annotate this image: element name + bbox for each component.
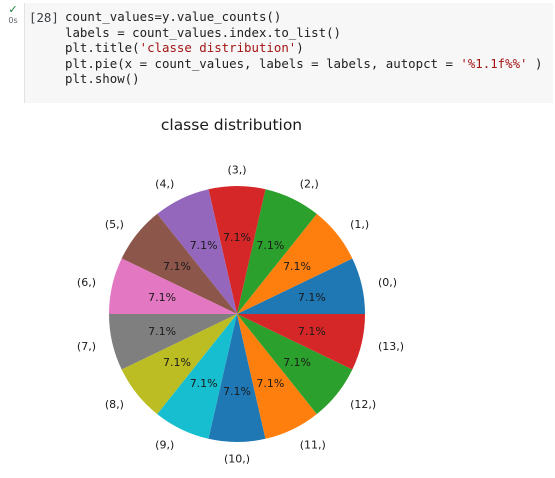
- code-token: count_values=y.value_counts(): [65, 9, 281, 24]
- pie-category-label: (6,): [77, 276, 96, 289]
- execution-count: [28]: [29, 10, 59, 25]
- pie-category-label: (2,): [300, 178, 319, 191]
- code-cell[interactable]: [28] count_values=y.value_counts() labels…: [24, 3, 553, 103]
- pie-category-label: (1,): [350, 218, 369, 231]
- pie-category-label: (12,): [350, 398, 376, 411]
- pie-percent-label: 7.1%: [190, 377, 218, 390]
- pie-percent-label: 7.1%: [190, 239, 218, 252]
- pie-percent-label: 7.1%: [283, 260, 311, 273]
- pie-percent-label: 7.1%: [298, 325, 326, 338]
- run-status[interactable]: ✓ 0s: [5, 4, 21, 25]
- code-editor[interactable]: count_values=y.value_counts() labels = co…: [65, 9, 542, 87]
- pie-percent-label: 7.1%: [223, 231, 251, 244]
- code-line: plt.pie(x = count_values, labels = label…: [65, 56, 542, 72]
- pie-percent-label: 7.1%: [223, 385, 251, 398]
- check-icon: ✓: [5, 4, 21, 16]
- code-string-token: '%1.1f%%': [460, 56, 527, 71]
- code-token: ): [296, 40, 303, 55]
- pie-percent-label: 7.1%: [298, 291, 326, 304]
- pie-category-label: (4,): [155, 178, 174, 191]
- pie-percent-label: 7.1%: [148, 325, 176, 338]
- code-token: plt.show(): [65, 71, 140, 86]
- cell-gutter: ✓ 0s: [0, 0, 24, 478]
- pie-percent-label: 7.1%: [163, 260, 191, 273]
- pie-category-label: (13,): [378, 340, 404, 353]
- code-token: labels = count_values.index.to_list(): [65, 25, 341, 40]
- pie-category-label: (8,): [105, 398, 124, 411]
- pie-category-label: (9,): [155, 438, 174, 451]
- code-line: labels = count_values.index.to_list(): [65, 25, 542, 41]
- output-scrollbar[interactable]: [548, 110, 552, 474]
- code-line: count_values=y.value_counts(): [65, 9, 542, 25]
- code-line: plt.show(): [65, 71, 542, 87]
- pie-category-label: (5,): [105, 218, 124, 231]
- pie-chart: 7.1% (0,) 7.1% (1,) 7.1% (2,) 7.1% (3,) 7.1% (4,)…: [24, 110, 552, 474]
- pie-percent-label: 7.1%: [163, 356, 191, 369]
- pie-category-label: (3,): [227, 163, 246, 176]
- pie-percent-label: 7.1%: [256, 239, 284, 252]
- pie-percent-label: 7.1%: [148, 291, 176, 304]
- pie-category-label: (11,): [300, 438, 326, 451]
- code-token: plt.pie(x = count_values, labels = label…: [65, 56, 460, 71]
- pie-category-label: (10,): [224, 453, 250, 466]
- code-token: ): [528, 56, 543, 71]
- pie-percent-label: 7.1%: [283, 356, 311, 369]
- code-line: plt.title('classe distribution'): [65, 40, 542, 56]
- pie-percent-label: 7.1%: [256, 377, 284, 390]
- pie-category-label: (0,): [378, 276, 397, 289]
- code-token: plt.title(: [65, 40, 140, 55]
- cell-output: classe distribution 7.1% (0,) 7.1% (1,) 7.1%…: [24, 110, 552, 474]
- pie-category-label: (7,): [77, 340, 96, 353]
- code-string-token: 'classe distribution': [140, 40, 297, 55]
- execution-time: 0s: [5, 16, 21, 25]
